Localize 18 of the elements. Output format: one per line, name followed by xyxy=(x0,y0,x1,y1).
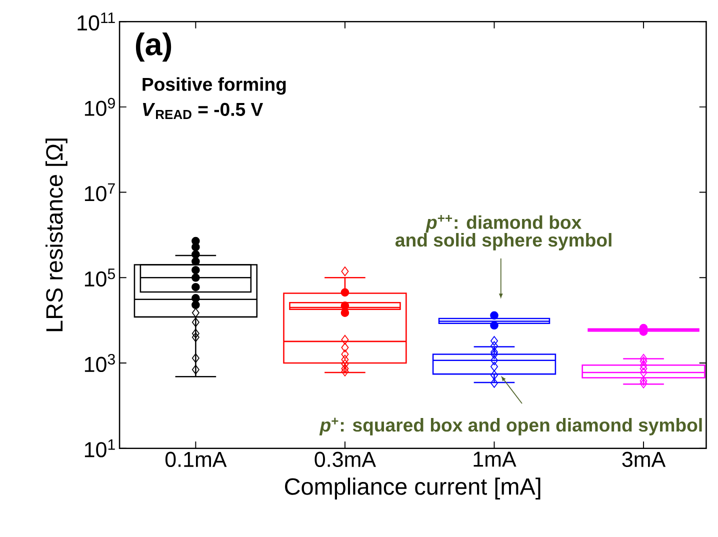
annotation: (a) xyxy=(136,32,172,62)
y-tick-label: 10$^{5}$ xyxy=(84,268,115,287)
x-tick-label: 1mA xyxy=(474,452,516,467)
y-tick-label: 10$^{11}$ xyxy=(78,12,115,31)
y-axis-title: LRS resistance [Ω] xyxy=(46,138,68,332)
annotation: and solid sphere symbol xyxy=(395,233,612,250)
x-tick-label: 0.1mA xyxy=(165,452,227,468)
annotation: p$^{+}$: squared box and open diamond symbol xyxy=(319,418,702,436)
annotation: V$_{READ}$ = -0.5 V xyxy=(142,103,264,120)
y-tick-label: 10$^{3}$ xyxy=(84,354,115,372)
annotation: p$^{++}$: diamond box xyxy=(426,215,582,233)
y-tick-label: 10$^{7}$ xyxy=(84,183,115,202)
annotation: Positive forming xyxy=(142,77,286,95)
x-axis-title: Compliance current [mA] xyxy=(285,478,540,500)
x-tick-label: 3mA xyxy=(622,452,666,468)
y-tick-label: 10$^{9}$ xyxy=(84,98,115,116)
y-tick-label: 10$^{1}$ xyxy=(84,440,115,458)
x-tick-label: 0.3mA xyxy=(314,452,376,468)
